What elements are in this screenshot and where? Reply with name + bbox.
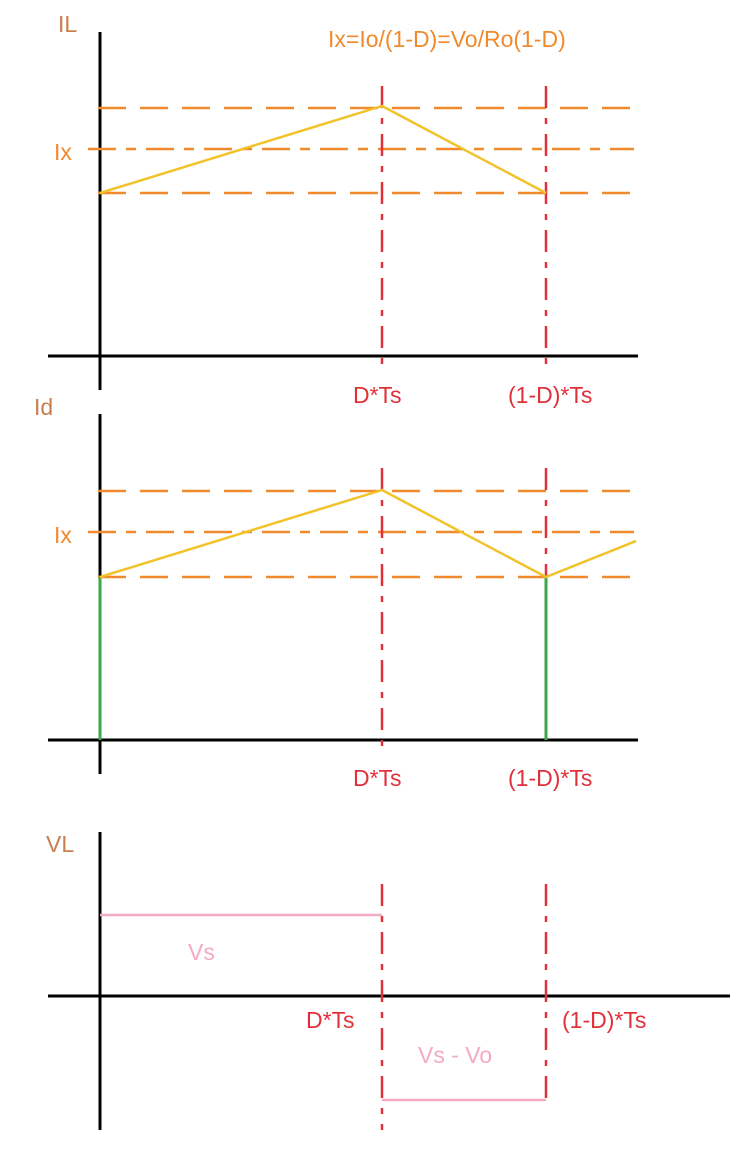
il-current-waveform: [99, 104, 547, 195]
vl-y-label: VL: [46, 831, 74, 857]
panel-il: IL Ix=Io/(1-D)=Vo/Ro(1-D) Ix D*Ts (1-D)*…: [48, 11, 638, 408]
il-t2-label: (1-D)*Ts: [508, 382, 592, 408]
id-ix-label: Ix: [54, 522, 72, 548]
id-y-label: Id: [34, 394, 53, 420]
id-t2-label: (1-D)*Ts: [508, 765, 592, 791]
il-ix-label: Ix: [54, 139, 72, 165]
panel-vl: VL Vs Vs - Vo D*Ts (1-D)*Ts: [46, 831, 730, 1130]
id-current-waveform: [99, 488, 637, 579]
vl-t2-label: (1-D)*Ts: [562, 1007, 646, 1033]
il-formula: Ix=Io/(1-D)=Vo/Ro(1-D): [328, 26, 566, 52]
il-y-label: IL: [58, 11, 77, 37]
panel-id: Id Ix D*Ts (1-D)*Ts: [34, 394, 638, 791]
vl-vs-minus-vo-label: Vs - Vo: [418, 1042, 492, 1068]
id-t1-label: D*Ts: [353, 765, 402, 791]
vl-t1-label: D*Ts: [306, 1007, 355, 1033]
vl-vs-label: Vs: [188, 939, 215, 965]
il-t1-label: D*Ts: [353, 382, 402, 408]
